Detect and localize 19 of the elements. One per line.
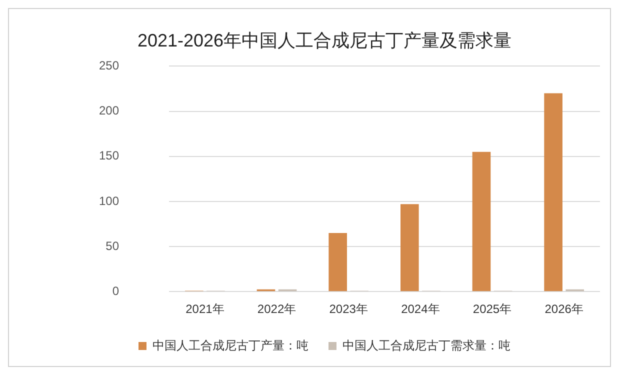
x-tick-label: 2023年 (329, 302, 368, 316)
y-tick-label: 250 (98, 58, 120, 73)
bar (400, 204, 419, 292)
x-tick-label: 2022年 (257, 302, 296, 316)
y-tick-label: 150 (98, 148, 120, 163)
y-tick-label: 0 (112, 284, 120, 298)
legend-label: 中国人工合成尼古丁产量：吨 (152, 338, 308, 352)
y-tick-label: 200 (98, 104, 120, 118)
bar (544, 93, 562, 292)
bar (328, 232, 347, 292)
legend-label: 中国人工合成尼古丁需求量：吨 (342, 338, 510, 352)
x-tick-label: 2024年 (401, 302, 440, 316)
y-tick-label: 100 (98, 194, 120, 208)
x-tick-label: 2025年 (472, 302, 512, 316)
chart-title: 2021-2026年中国人工合成尼古丁产量及需求量 (137, 30, 512, 50)
bar (472, 152, 491, 292)
x-tick-label: 2021年 (186, 302, 224, 316)
x-tick-label: 2026年 (544, 302, 584, 316)
y-tick-label: 50 (106, 238, 120, 253)
